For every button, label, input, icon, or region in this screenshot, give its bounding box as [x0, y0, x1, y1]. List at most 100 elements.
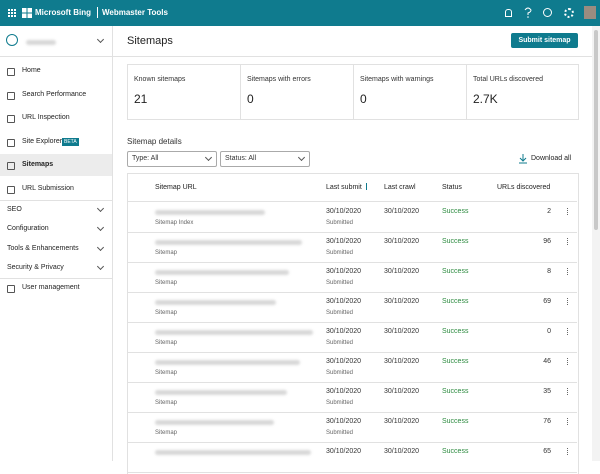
divider: [128, 201, 577, 202]
divider: [128, 352, 577, 353]
column-header[interactable]: Status: [442, 184, 462, 191]
row-menu[interactable]: [567, 358, 569, 365]
submit-note: Submitted: [326, 250, 354, 256]
urls-discovered: 76: [543, 418, 551, 425]
status: Success: [442, 298, 469, 305]
status-filter[interactable]: Status: All: [220, 151, 310, 167]
nav-icon: [7, 162, 15, 170]
column-header[interactable]: URLs discovered: [497, 184, 551, 191]
app-launcher[interactable]: [8, 9, 16, 17]
row-menu[interactable]: [567, 388, 569, 395]
feedback-icon[interactable]: [543, 8, 552, 17]
table: [127, 173, 579, 474]
last-submit: 30/10/2020: [326, 388, 362, 395]
chevron: [96, 223, 105, 232]
row-menu[interactable]: [567, 208, 569, 215]
status: Success: [442, 328, 469, 335]
stat-value: 0: [247, 92, 254, 106]
urls-discovered: 2: [547, 208, 551, 215]
stat-label: Total URLs discovered: [473, 76, 544, 83]
nav-icon: [7, 139, 15, 147]
urls-discovered: 35: [543, 388, 551, 395]
nav-item[interactable]: User management: [22, 284, 80, 291]
nav-icon: [7, 68, 15, 76]
nav-item[interactable]: Home: [22, 67, 41, 74]
urls-discovered: 96: [543, 238, 551, 245]
divider: [128, 442, 577, 443]
settings-icon[interactable]: [564, 8, 574, 18]
nav-icon: [7, 285, 15, 293]
last-submit: 30/10/2020: [326, 448, 362, 455]
notifications-icon[interactable]: [505, 9, 512, 17]
blurred-url: [155, 450, 311, 455]
nav-item[interactable]: Sitemaps: [22, 161, 54, 168]
submit-button[interactable]: Submit sitemap: [511, 33, 578, 48]
blurred-url: [155, 390, 287, 395]
column-header[interactable]: Sitemap URL: [155, 184, 197, 191]
site-icon: [6, 34, 18, 46]
nav-section[interactable]: Tools & Enhancements: [7, 245, 79, 252]
nav-item[interactable]: URL Submission: [22, 185, 74, 192]
scroll-thumb[interactable]: [594, 30, 598, 230]
divider: [240, 64, 241, 120]
sitemap-type: Sitemap: [155, 250, 178, 256]
row-menu[interactable]: [567, 238, 569, 245]
urls-discovered: 69: [543, 298, 551, 305]
chevron: [297, 153, 306, 162]
row-menu[interactable]: [567, 328, 569, 335]
row-menu[interactable]: [567, 298, 569, 305]
blurred-url: [155, 420, 274, 425]
filter-label: Type: All: [132, 155, 159, 162]
status: Success: [442, 448, 469, 455]
nav-section[interactable]: Configuration: [7, 225, 49, 232]
nav-icon: [7, 92, 15, 100]
stat-value: 21: [134, 92, 148, 106]
sitemap-type: Sitemap Index: [155, 220, 194, 226]
submit-note: Submitted: [326, 400, 354, 406]
submit-note: Submitted: [326, 220, 354, 226]
blurred-url: [155, 210, 265, 215]
nav-icon: [7, 186, 15, 194]
row-menu[interactable]: [567, 448, 569, 455]
sitemap-type: Sitemap: [155, 370, 178, 376]
row-menu[interactable]: [567, 268, 569, 275]
last-submit: 30/10/2020: [326, 238, 362, 245]
sitemap-type: Sitemap: [155, 340, 178, 346]
last-submit: 30/10/2020: [326, 358, 362, 365]
stat-label: Known sitemaps: [134, 76, 186, 83]
stat-value: 2.7K: [473, 92, 498, 106]
last-submit: 30/10/2020: [326, 268, 362, 275]
column-header[interactable]: Last submit: [326, 184, 362, 191]
divider: [128, 262, 577, 263]
type-filter[interactable]: Type: All: [127, 151, 217, 167]
status: Success: [442, 268, 469, 275]
logo: [22, 8, 32, 18]
last-crawl: 30/10/2020: [384, 358, 420, 365]
nav-item[interactable]: URL Inspection: [22, 114, 70, 121]
beta-badge: BETA: [62, 138, 79, 146]
sitemap-type: Sitemap: [155, 430, 178, 436]
divider: [97, 7, 98, 18]
last-crawl: 30/10/2020: [384, 388, 420, 395]
nav-item[interactable]: Search Performance: [22, 91, 87, 98]
brand: Microsoft Bing: [35, 8, 91, 17]
scrollbar[interactable]: [592, 26, 600, 461]
download-all[interactable]: Download all: [531, 155, 572, 162]
help-icon[interactable]: [524, 7, 532, 19]
submit-note: Submitted: [326, 340, 354, 346]
row-menu[interactable]: [567, 418, 569, 425]
page-title: Sitemaps: [127, 35, 173, 47]
urls-discovered: 65: [543, 448, 551, 455]
nav-section[interactable]: Security & Privacy: [7, 264, 64, 271]
column-header[interactable]: Last crawl: [384, 184, 416, 191]
divider: [128, 412, 577, 413]
avatar[interactable]: [584, 6, 596, 19]
top-bar: Microsoft Bing Webmaster Tools: [0, 0, 600, 26]
last-submit: 30/10/2020: [326, 208, 362, 215]
site-dropdown[interactable]: [96, 35, 105, 44]
divider: [128, 382, 577, 383]
chevron: [96, 204, 105, 213]
nav-section[interactable]: SEO: [7, 206, 22, 213]
nav-item[interactable]: Site Explorer: [22, 138, 63, 145]
last-crawl: 30/10/2020: [384, 208, 420, 215]
